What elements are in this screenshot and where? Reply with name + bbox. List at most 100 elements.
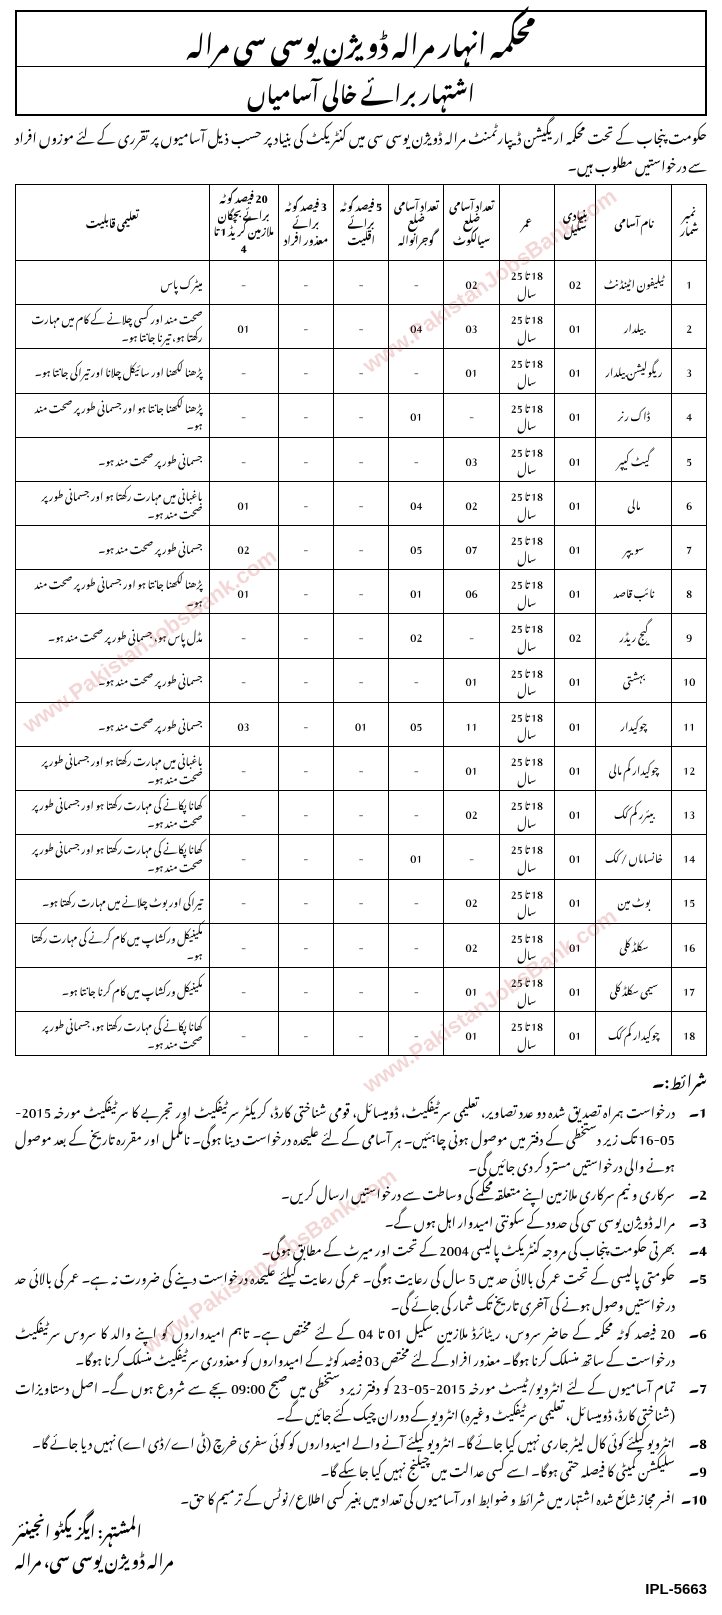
condition-item: سلیکشن کمیٹی کا فیصلہ حتمی ہوگا۔ اسے کسی… [15,1456,707,1483]
table-cell-sialkot: 01 [444,967,499,1011]
table-cell-minority: - [333,570,388,614]
table-cell-scale: 01 [555,570,596,614]
table-header-row: نمبر شمارنام آسامیبنیادی سکیلعمرتعداد آس… [16,184,707,260]
table-cell-gujranwala: - [389,923,444,967]
table-cell-post: نائب قاصد [596,570,672,614]
table-cell-qual: جسمانی طور پر صحت مند ہو۔ [16,702,210,746]
table-cell-sr: 5 [672,437,707,481]
table-cell-gujranwala: - [389,879,444,923]
table-row: 16سکلڈ کلی0118 تا 25 سال02----مکینیکل ور… [16,923,707,967]
table-cell-minority: - [333,305,388,349]
table-cell-post: بیلدار [596,305,672,349]
table-cell-sialkot: 01 [444,349,499,393]
table-cell-age: 18 تا 25 سال [499,349,554,393]
table-cell-post: بہشتی [596,658,672,702]
table-row: 5گیٹ کیپر0118 تا 25 سال03----جسمانی طور … [16,437,707,481]
table-cell-disabled: - [278,658,333,702]
table-cell-gujranwala: - [389,260,444,304]
table-cell-minority: 01 [333,702,388,746]
table-cell-sialkot: 02 [444,260,499,304]
table-cell-gujranwala: 01 [389,393,444,437]
table-cell-minority: - [333,923,388,967]
table-cell-gujranwala: 05 [389,526,444,570]
table-cell-sr: 12 [672,747,707,791]
table-cell-disabled: - [278,747,333,791]
condition-item: درخواست ہمراہ تصدیق شدہ دو عدد تصاویر، ت… [15,1097,707,1178]
table-cell-children: 02 [209,526,278,570]
table-cell-sialkot: 02 [444,923,499,967]
table-row: 14خانساماں / کک0118 تا 25 سال-01---کھانا… [16,835,707,879]
table-row: 10بہشتی0118 تا 25 سال01----جسمانی طور پر… [16,658,707,702]
table-cell-age: 18 تا 25 سال [499,791,554,835]
table-cell-disabled: - [278,1012,333,1056]
table-cell-qual: صحت مند اور کسی چلانے کے کام میں مہارت ر… [16,305,210,349]
table-cell-age: 18 تا 25 سال [499,526,554,570]
table-cell-qual: مکینیکل ورکشاپ میں کام کرنا جانتا ہو۔ [16,967,210,1011]
table-cell-disabled: - [278,614,333,658]
table-cell-sr: 9 [672,614,707,658]
table-header-cell: تعلیمی قابلیت [16,184,210,260]
table-cell-children: 01 [209,481,278,525]
condition-item: افسر مجاز شائع شدہ اشتہار میں شرائط و ضو… [15,1484,707,1511]
table-cell-post: بوٹ مین [596,879,672,923]
table-body: 1ٹیلیفون اٹینڈنٹ0218 تا 25 سال02----میٹر… [16,260,707,1055]
table-header-cell: بنیادی سکیل [555,184,596,260]
table-row: 13بیئرر کم کک0118 تا 25 سال02----کھانا پ… [16,791,707,835]
table-cell-gujranwala: - [389,658,444,702]
table-cell-sr: 17 [672,967,707,1011]
table-cell-age: 18 تا 25 سال [499,437,554,481]
table-cell-scale: 02 [555,260,596,304]
table-header-cell: 3 فیصد کوٹہ برائے معذور افراد [278,184,333,260]
table-cell-minority: - [333,260,388,304]
table-header-cell: تعداد آسامی ضلع گوجرانوالہ [389,184,444,260]
table-cell-disabled: - [278,437,333,481]
signature-block: المشتہر: ایگزیکٹو انجینئر مرالہ ڈویژن یو… [15,1515,707,1573]
table-header-cell: تعداد آسامی ضلع سیالکوٹ [444,184,499,260]
ipl-number: IPL-5663 [15,1576,707,1605]
table-cell-minority: - [333,879,388,923]
table-cell-children: - [209,923,278,967]
condition-item: تمام آسامیوں کے لئے انٹرویو/ٹیسٹ مورخہ 2… [15,1373,707,1427]
table-row: 17سیمی سکلڈ کلی0118 تا 25 سال01----مکینی… [16,967,707,1011]
table-row: 6مالی0118 تا 25 سال0204--01باغبانی میں م… [16,481,707,525]
table-cell-sr: 16 [672,923,707,967]
table-cell-disabled: - [278,260,333,304]
table-cell-children: - [209,614,278,658]
table-cell-scale: 01 [555,923,596,967]
table-cell-children: - [209,349,278,393]
table-cell-minority: - [333,835,388,879]
table-cell-minority: - [333,1012,388,1056]
table-cell-scale: 01 [555,1012,596,1056]
table-cell-gujranwala: - [389,791,444,835]
table-cell-children: - [209,658,278,702]
table-cell-minority: - [333,791,388,835]
conditions-heading: شرائط:۔ [15,1064,707,1094]
table-cell-sr: 8 [672,570,707,614]
table-cell-gujranwala: 04 [389,481,444,525]
table-cell-age: 18 تا 25 سال [499,260,554,304]
table-cell-sialkot: 02 [444,791,499,835]
table-cell-post: ریگولیشن بیلدار [596,349,672,393]
table-row: 18چوکیدار کم کک0118 تا 25 سال01----کھانا… [16,1012,707,1056]
advertisement-subtitle: اشتہار برائے خالی آسامیاں [17,66,705,114]
table-cell-qual: کھانا پکانے کی مہارت رکھتا ہو اور جسمانی… [16,791,210,835]
table-cell-disabled: - [278,349,333,393]
table-cell-minority: - [333,526,388,570]
table-cell-age: 18 تا 25 سال [499,879,554,923]
table-cell-sr: 3 [672,349,707,393]
table-cell-age: 18 تا 25 سال [499,393,554,437]
table-cell-qual: پڑھنا لکھنا جانتا ہو اور جسمانی طور پر ص… [16,393,210,437]
table-cell-qual: کھانا پکانے کی مہارت رکھتا ہو اور جسمانی… [16,835,210,879]
intro-text: حکومت پنجاب کے تحت محکمہ اریگیشن ڈیپارٹم… [15,122,707,178]
table-cell-post: مالی [596,481,672,525]
table-cell-age: 18 تا 25 سال [499,305,554,349]
table-cell-age: 18 تا 25 سال [499,481,554,525]
table-cell-sialkot: 11 [444,702,499,746]
vacancies-table: نمبر شمارنام آسامیبنیادی سکیلعمرتعداد آس… [15,184,707,1057]
table-cell-post: سیمی سکلڈ کلی [596,967,672,1011]
table-cell-minority: - [333,393,388,437]
table-cell-sr: 11 [672,702,707,746]
table-cell-children: 01 [209,570,278,614]
table-header-cell: نام آسامی [596,184,672,260]
condition-item: 20 فیصد کوٹہ محکمہ کے حاضر سروس، ریٹائرڈ… [15,1318,707,1372]
